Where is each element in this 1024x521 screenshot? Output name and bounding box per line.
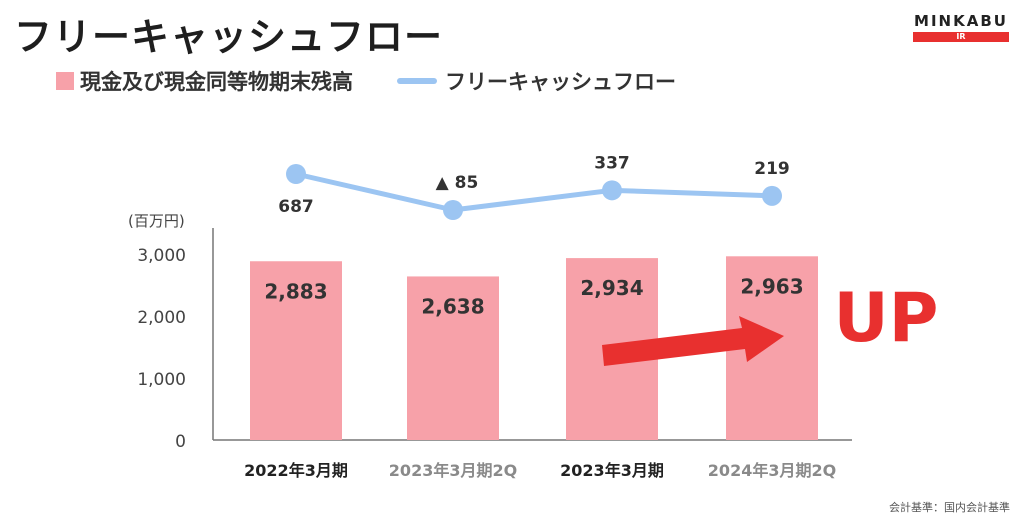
x-category-label: 2023年3月期2Q <box>389 461 517 480</box>
fcf-point <box>602 180 622 201</box>
chart-legend: 現金及び現金同等物期末残高 フリーキャッシュフロー <box>56 66 676 96</box>
x-category-label: 2022年3月期 <box>244 461 348 480</box>
x-category-label: 2023年3月期 <box>560 461 664 480</box>
fcf-value-label: 219 <box>754 159 790 179</box>
bar-value-label: 2,963 <box>740 274 803 298</box>
bar-legend-swatch <box>56 72 74 90</box>
y-tick-label: 2,000 <box>137 308 186 328</box>
accounting-footnote: 会計基準：国内会計基準 <box>889 501 1010 514</box>
fcf-value-label: 337 <box>594 153 630 173</box>
y-tick-label: 3,000 <box>137 246 186 266</box>
fcf-value-label: ▲ 85 <box>436 173 479 193</box>
page-title: フリーキャッシュフロー <box>14 15 444 59</box>
x-category-label: 2024年3月期2Q <box>708 461 836 480</box>
y-axis-unit-label: (百万円) <box>128 212 185 230</box>
bar-1 <box>250 261 342 440</box>
fcf-point <box>286 164 306 184</box>
logo-sub: IR <box>913 32 1009 42</box>
logo-text: MINKABU <box>914 12 1008 30</box>
fcf-line <box>295 171 773 213</box>
fcf-point <box>762 185 782 206</box>
trend-up-arrow <box>602 316 784 366</box>
y-tick-label: 1,000 <box>137 370 186 390</box>
y-tick-label: 0 <box>175 432 186 452</box>
fcf-value-label: 687 <box>278 197 314 217</box>
up-label: UP <box>833 279 938 358</box>
bar-legend-label: 現金及び現金同等物期末残高 <box>80 70 353 94</box>
bar-value-label: 2,934 <box>580 276 643 300</box>
bar-value-label: 2,883 <box>264 279 327 303</box>
bar-2 <box>407 276 499 440</box>
bar-value-label: 2,638 <box>421 294 484 318</box>
minkabu-logo: MINKABU IR <box>913 12 1009 42</box>
line-legend-label: フリーキャッシュフロー <box>445 70 676 94</box>
line-legend-swatch <box>397 78 437 84</box>
fcf-point <box>443 200 463 220</box>
